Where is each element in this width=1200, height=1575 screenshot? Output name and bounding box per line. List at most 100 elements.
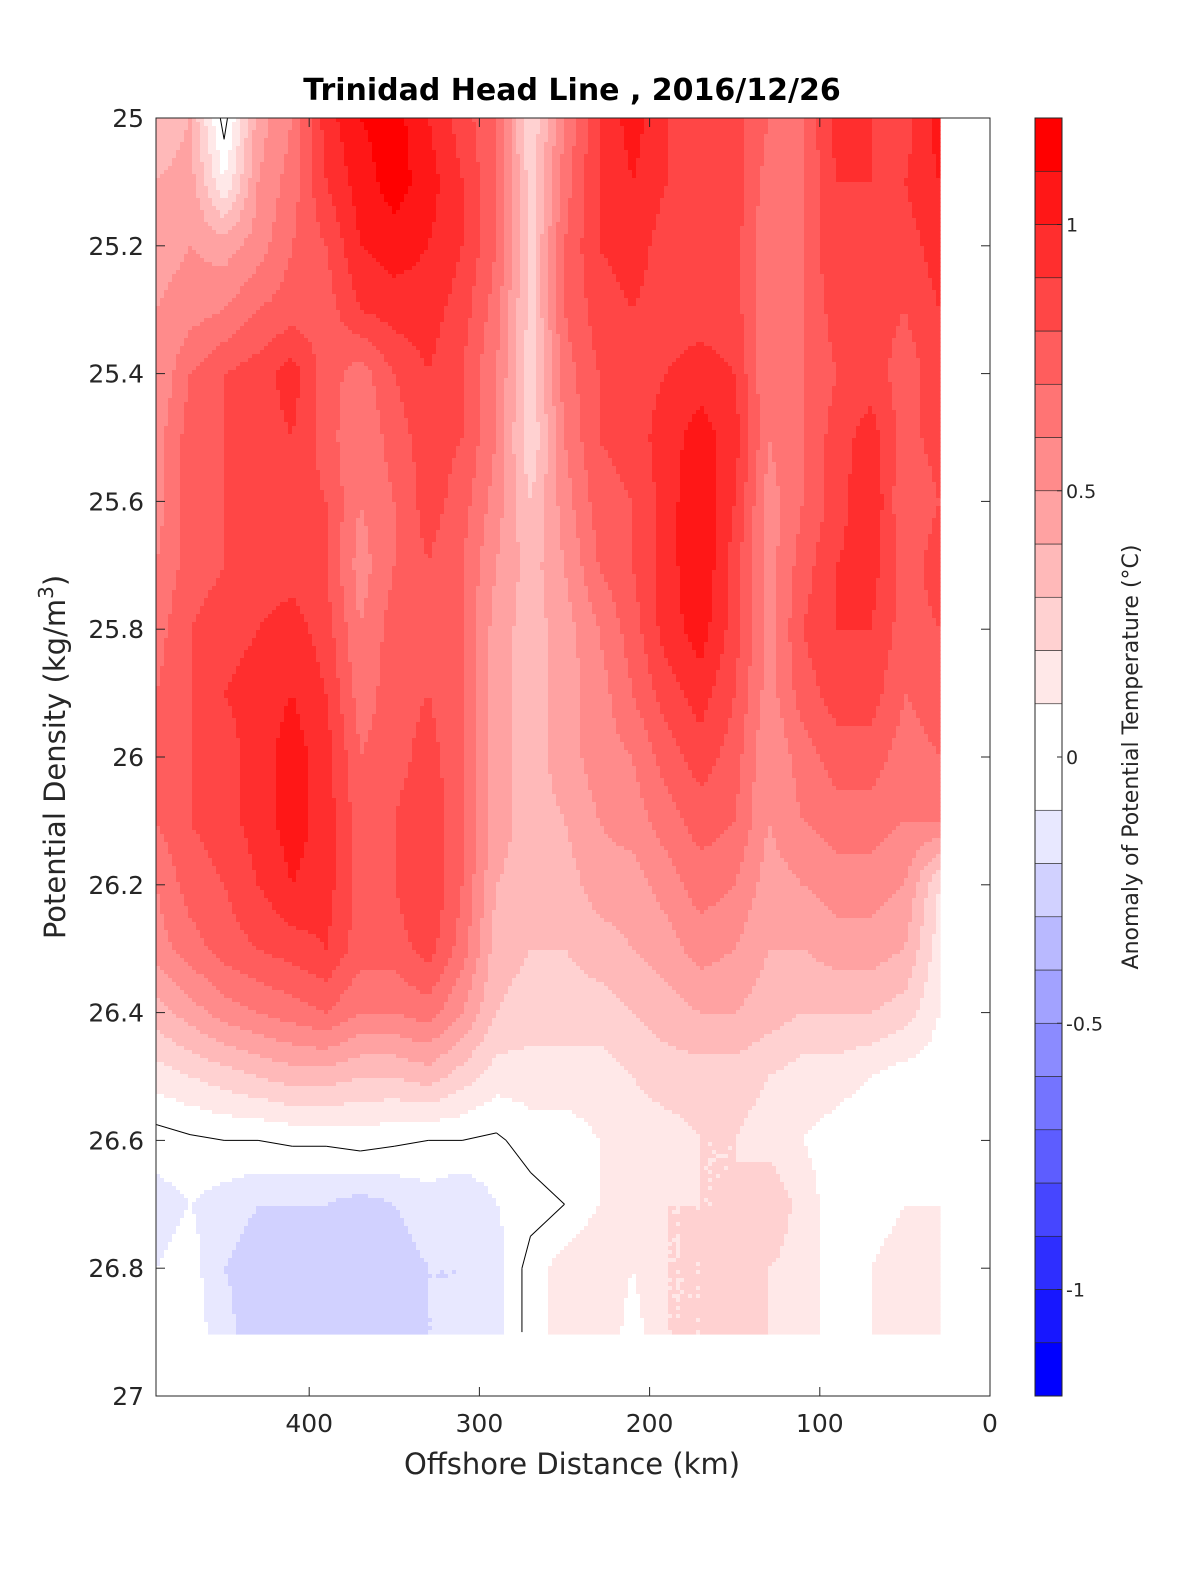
- contour-cell: [560, 370, 577, 375]
- contour-cell: [224, 558, 329, 563]
- contour-cell: [540, 306, 549, 311]
- contour-cell: [740, 450, 749, 455]
- contour-cell: [452, 278, 477, 283]
- contour-cell: [820, 202, 913, 207]
- contour-cell: [224, 434, 317, 439]
- contour-cell: [536, 218, 545, 223]
- contour-cell: [820, 162, 837, 167]
- contour-cell: [156, 674, 161, 679]
- contour-cell: [896, 474, 933, 479]
- contour-cell: [400, 390, 465, 395]
- contour-cell: [236, 194, 249, 199]
- contour-cell: [196, 174, 205, 179]
- contour-cell: [580, 546, 597, 551]
- contour-cell: [180, 446, 225, 451]
- contour-cell: [156, 202, 201, 207]
- contour-cell: [320, 486, 345, 491]
- contour-cell: [752, 634, 765, 639]
- contour-cell: [752, 558, 765, 563]
- contour-cell: [852, 466, 881, 471]
- contour-cell: [416, 506, 445, 511]
- contour-cell: [736, 482, 745, 487]
- contour-cell: [528, 258, 537, 263]
- contour-cell: [420, 354, 433, 359]
- contour-cell: [516, 374, 525, 379]
- contour-cell: [804, 346, 833, 351]
- contour-cell: [564, 294, 585, 299]
- contour-cell: [612, 270, 645, 275]
- contour-cell: [668, 178, 745, 183]
- contour-cell: [476, 130, 497, 135]
- contour-cell: [816, 118, 833, 123]
- contour-cell: [236, 726, 281, 731]
- contour-cell: [820, 270, 929, 275]
- contour-cell: [620, 626, 641, 631]
- contour-cell: [336, 430, 381, 435]
- contour-cell: [644, 642, 661, 647]
- contour-cell: [508, 346, 517, 351]
- contour-cell: [756, 738, 789, 743]
- contour-cell: [496, 190, 505, 195]
- contour-cell: [156, 590, 173, 595]
- contour-cell: [832, 122, 873, 127]
- contour-cell: [288, 430, 293, 435]
- contour-cell: [624, 634, 645, 639]
- contour-cell: [512, 646, 549, 651]
- contour-cell: [588, 314, 745, 319]
- contour-cell: [656, 690, 685, 695]
- contour-cell: [568, 586, 589, 591]
- contour-cell: [804, 386, 833, 391]
- contour-cell: [816, 682, 885, 687]
- contour-cell: [740, 418, 749, 423]
- contour-cell: [752, 594, 765, 599]
- contour-cell: [284, 278, 333, 283]
- contour-cell: [908, 326, 941, 331]
- contour-cell: [512, 210, 521, 215]
- contour-cell: [584, 294, 625, 299]
- contour-cell: [528, 182, 537, 187]
- contour-cell: [320, 474, 341, 479]
- contour-cell: [620, 738, 649, 743]
- contour-cell: [908, 190, 941, 195]
- contour-cell: [744, 530, 753, 535]
- contour-cell: [580, 746, 625, 751]
- contour-cell: [524, 406, 537, 411]
- contour-cell: [668, 118, 745, 123]
- contour-cell: [556, 118, 565, 123]
- contour-cell: [564, 270, 585, 275]
- contour-cell: [932, 138, 941, 143]
- contour-cell: [164, 514, 181, 519]
- contour-cell: [276, 386, 301, 391]
- contour-cell: [564, 274, 585, 279]
- contour-cell: [392, 210, 397, 215]
- contour-cell: [352, 690, 377, 695]
- contour-cell: [164, 290, 241, 295]
- contour-cell: [548, 318, 557, 323]
- contour-cell: [256, 202, 277, 207]
- contour-cell: [464, 570, 481, 575]
- contour-cell: [832, 714, 877, 719]
- contour-cell: [332, 286, 353, 291]
- contour-cell: [352, 682, 381, 687]
- contour-cell: [496, 198, 505, 203]
- contour-cell: [516, 410, 525, 415]
- contour-cell: [480, 410, 497, 415]
- contour-cell: [744, 218, 757, 223]
- contour-cell: [320, 230, 341, 235]
- contour-cell: [256, 190, 281, 195]
- contour-cell: [528, 226, 537, 231]
- contour-cell: [872, 118, 913, 123]
- contour-cell: [580, 414, 601, 419]
- contour-cell: [364, 514, 397, 519]
- contour-cell: [600, 134, 625, 139]
- contour-cell: [716, 550, 729, 555]
- contour-cell: [524, 434, 541, 439]
- contour-cell: [548, 314, 557, 319]
- contour-cell: [524, 354, 537, 359]
- contour-cell: [600, 190, 665, 195]
- contour-cell: [464, 394, 481, 399]
- contour-cell: [344, 250, 369, 255]
- contour-cell: [340, 454, 385, 459]
- contour-cell: [504, 202, 513, 207]
- contour-cell: [388, 602, 465, 607]
